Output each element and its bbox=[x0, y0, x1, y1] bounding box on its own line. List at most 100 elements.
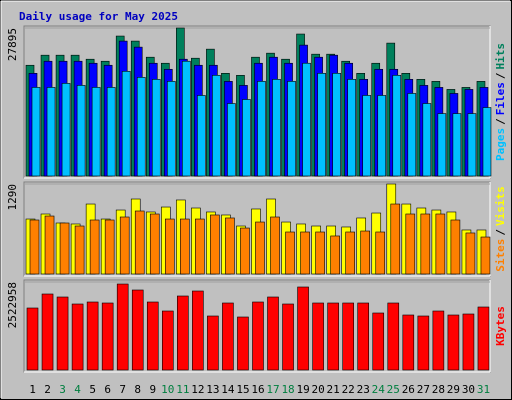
bar bbox=[375, 231, 386, 275]
bar bbox=[452, 113, 462, 177]
legend-entry: KBytes bbox=[494, 306, 507, 346]
x-tick-label: 12 bbox=[191, 383, 204, 396]
bar bbox=[131, 289, 144, 371]
x-tick-label: 25 bbox=[387, 383, 400, 396]
bar bbox=[315, 231, 325, 275]
chart-title: Daily usage for May 2025 bbox=[19, 10, 178, 23]
bar bbox=[390, 203, 401, 275]
bar bbox=[101, 302, 114, 371]
bar bbox=[31, 87, 41, 177]
bar bbox=[116, 283, 129, 371]
bar bbox=[360, 230, 371, 275]
bar bbox=[89, 219, 100, 275]
bar bbox=[327, 302, 339, 371]
bar bbox=[450, 219, 461, 275]
bar bbox=[29, 219, 40, 275]
bar bbox=[149, 213, 160, 275]
bar bbox=[257, 81, 266, 177]
x-tick-label: 14 bbox=[221, 383, 235, 396]
x-tick-label: 24 bbox=[372, 383, 386, 396]
bar bbox=[134, 210, 145, 275]
bar bbox=[182, 60, 191, 177]
bar bbox=[422, 103, 432, 177]
bar bbox=[212, 75, 221, 177]
bar bbox=[465, 232, 476, 275]
bar bbox=[317, 73, 326, 177]
x-tick-label: 23 bbox=[357, 383, 370, 396]
legend-separator: / bbox=[494, 118, 507, 125]
x-tick-label: 6 bbox=[104, 383, 111, 396]
bar bbox=[297, 286, 309, 371]
legend-separator: / bbox=[494, 229, 507, 236]
bar bbox=[166, 81, 176, 177]
bar bbox=[287, 81, 296, 177]
y-tick-label: 1290 bbox=[6, 184, 19, 211]
x-tick-label: 13 bbox=[206, 383, 219, 396]
x-tick-label: 28 bbox=[432, 383, 445, 396]
bar bbox=[26, 307, 39, 371]
bar bbox=[345, 231, 355, 275]
bar bbox=[447, 314, 460, 371]
bar bbox=[46, 87, 56, 177]
bar bbox=[136, 77, 146, 177]
x-tick-label: 10 bbox=[161, 383, 174, 396]
x-tick-label: 22 bbox=[342, 383, 355, 396]
bar bbox=[151, 79, 161, 177]
bar bbox=[435, 213, 446, 275]
bar bbox=[121, 70, 131, 177]
x-tick-label: 16 bbox=[251, 383, 264, 396]
x-tick-label: 11 bbox=[176, 383, 189, 396]
legend: KBytes bbox=[494, 306, 507, 346]
x-tick-label: 7 bbox=[119, 383, 126, 396]
x-tick-label: 26 bbox=[402, 383, 415, 396]
bar bbox=[192, 290, 204, 371]
bar bbox=[362, 95, 372, 177]
bar bbox=[267, 296, 279, 371]
legend-entry: Hits bbox=[494, 43, 507, 70]
bar bbox=[372, 312, 385, 371]
bar bbox=[71, 303, 84, 371]
bar bbox=[480, 236, 491, 275]
legend-entry: Visits bbox=[494, 186, 507, 226]
bar bbox=[357, 302, 370, 371]
bar bbox=[210, 214, 220, 275]
y-tick-label: 2522958 bbox=[6, 282, 19, 328]
x-tick-label: 17 bbox=[266, 383, 279, 396]
bar bbox=[106, 87, 116, 177]
bar bbox=[74, 225, 85, 275]
bar bbox=[282, 303, 294, 371]
bar bbox=[467, 113, 477, 177]
x-tick-label: 9 bbox=[149, 383, 156, 396]
bar bbox=[180, 218, 190, 275]
legend: Sites / Visits bbox=[494, 186, 507, 272]
bar bbox=[237, 316, 249, 371]
bar bbox=[332, 73, 341, 177]
bar bbox=[392, 75, 402, 177]
x-tick-label: 27 bbox=[417, 383, 430, 396]
bar bbox=[41, 293, 54, 371]
bar bbox=[225, 217, 235, 275]
bar bbox=[285, 231, 295, 275]
bar bbox=[240, 227, 250, 275]
x-tick-label: 4 bbox=[74, 383, 81, 396]
bar bbox=[104, 219, 115, 275]
x-tick-label: 31 bbox=[477, 383, 490, 396]
legend-entry: Files bbox=[494, 82, 507, 115]
bar bbox=[86, 301, 99, 371]
bar bbox=[119, 216, 130, 275]
bar bbox=[417, 315, 430, 371]
bar bbox=[252, 301, 264, 371]
x-tick-label: 21 bbox=[327, 383, 340, 396]
bar bbox=[161, 310, 174, 371]
bar bbox=[91, 87, 101, 177]
bar bbox=[207, 315, 219, 371]
bar bbox=[477, 306, 490, 371]
x-tick-label: 30 bbox=[462, 383, 475, 396]
bar bbox=[437, 113, 447, 177]
x-tick-label: 29 bbox=[447, 383, 460, 396]
bar bbox=[146, 301, 159, 371]
bar bbox=[59, 222, 70, 275]
bar bbox=[177, 295, 189, 371]
legend: Pages / Files / Hits bbox=[494, 43, 507, 161]
